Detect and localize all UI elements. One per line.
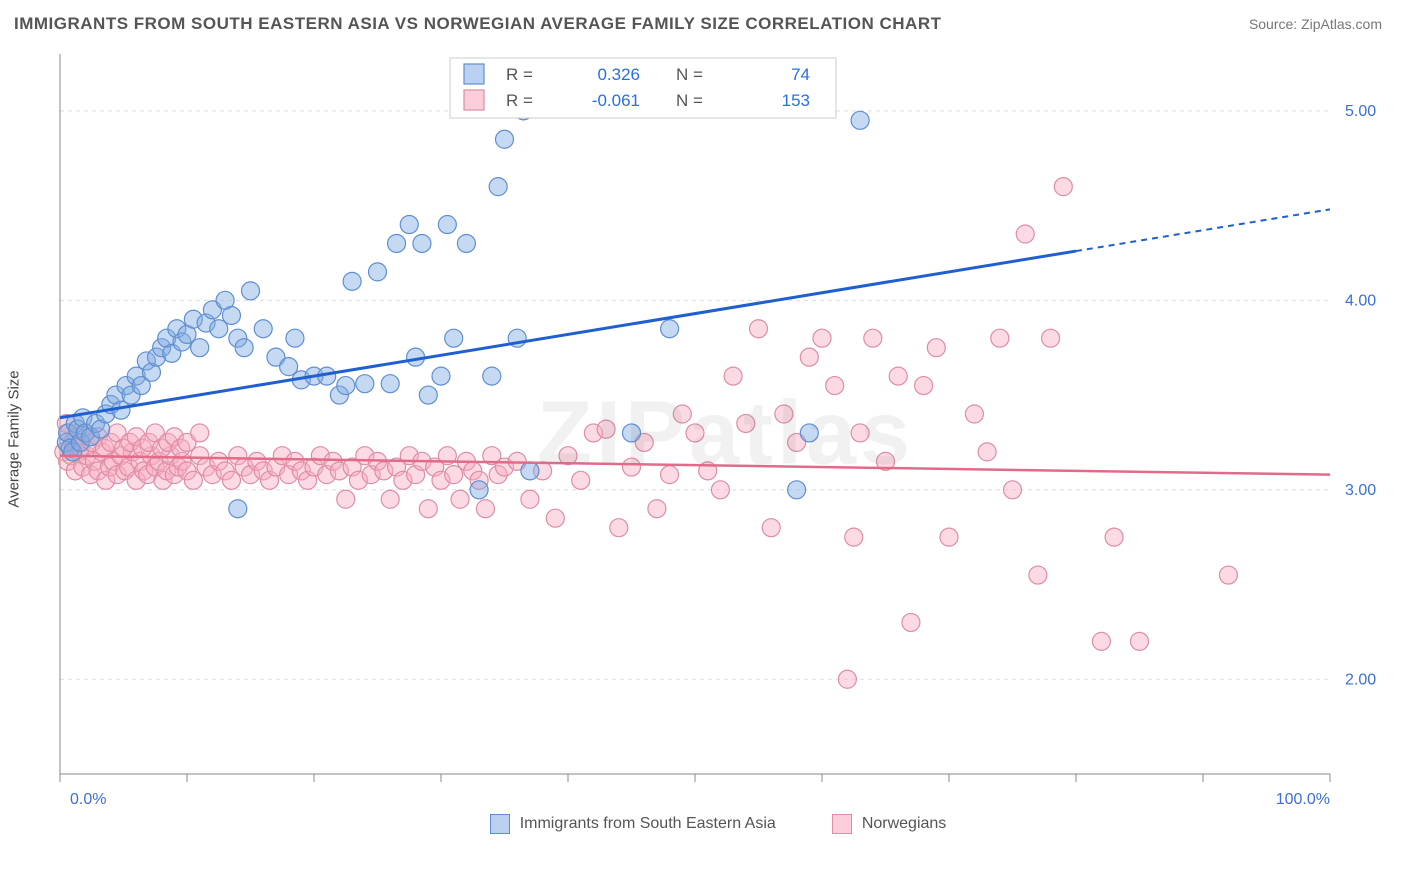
- plot-area: Average Family Size ZIPatlas 2.003.004.0…: [50, 44, 1386, 834]
- title-bar: IMMIGRANTS FROM SOUTH EASTERN ASIA VS NO…: [0, 0, 1406, 44]
- stats-n-pink: 153: [782, 91, 810, 110]
- svg-text:3.00: 3.00: [1345, 482, 1376, 499]
- svg-text:5.00: 5.00: [1345, 103, 1376, 120]
- stats-r-pink: -0.061: [592, 91, 640, 110]
- legend: Immigrants from South Eastern Asia Norwe…: [50, 814, 1386, 834]
- x-ticks: [60, 774, 1330, 782]
- x-label-max: 100.0%: [1276, 791, 1330, 808]
- legend-label-pink: Norwegians: [862, 815, 946, 833]
- trend-line-blue-extrap: [1076, 209, 1330, 251]
- legend-swatch-blue: [490, 814, 510, 834]
- stats-n-label: N =: [676, 91, 703, 110]
- stats-n-blue: 74: [791, 65, 810, 84]
- legend-item-pink: Norwegians: [832, 814, 946, 834]
- source-label: Source: ZipAtlas.com: [1249, 16, 1382, 32]
- x-label-min: 0.0%: [70, 791, 106, 808]
- legend-swatch-pink: [832, 814, 852, 834]
- stats-r-label: R =: [506, 91, 533, 110]
- stats-n-label: N =: [676, 65, 703, 84]
- stats-r-blue: 0.326: [597, 65, 640, 84]
- svg-text:4.00: 4.00: [1345, 292, 1376, 309]
- legend-label-blue: Immigrants from South Eastern Asia: [520, 815, 776, 833]
- svg-text:2.00: 2.00: [1345, 671, 1376, 688]
- y-tick-labels: 2.00 3.00 4.00 5.00: [1345, 103, 1376, 688]
- y-axis-label: Average Family Size: [6, 370, 23, 507]
- stats-box: R = 0.326 N = 74 R = -0.061 N = 153: [450, 58, 836, 118]
- stats-r-label: R =: [506, 65, 533, 84]
- legend-item-blue: Immigrants from South Eastern Asia: [490, 814, 776, 834]
- chart-svg: 2.00 3.00 4.00 5.00 0.0% 100.0% R = 0.326 N…: [50, 44, 1386, 834]
- gridlines: [60, 111, 1330, 679]
- chart-title: IMMIGRANTS FROM SOUTH EASTERN ASIA VS NO…: [14, 14, 941, 34]
